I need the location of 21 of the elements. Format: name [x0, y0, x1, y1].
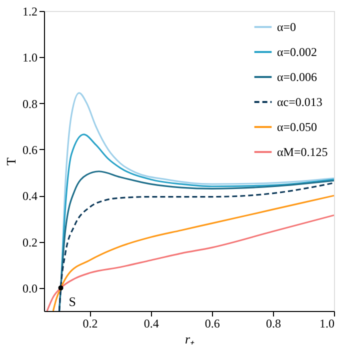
y-tick-label: 0.4 — [22, 189, 38, 204]
x-tick-label: 0.4 — [144, 316, 159, 330]
x-tick-label: 0.2 — [82, 316, 98, 330]
legend-label: α=0 — [277, 20, 296, 34]
y-tick-label: 1.0 — [22, 50, 38, 65]
y-tick-label: 0.0 — [22, 281, 38, 296]
legend-label: α=0.006 — [277, 70, 318, 84]
legend-label: αM=0.125 — [277, 145, 328, 159]
y-tick-label: 0.2 — [22, 235, 38, 250]
x-tick-label: 0.6 — [204, 316, 220, 330]
legend-label: α=0.050 — [277, 120, 318, 134]
y-tick-label: 0.6 — [22, 142, 38, 157]
legend-label: α=0.002 — [277, 45, 318, 59]
legend-label: αc=0.013 — [277, 95, 322, 109]
x-tick-label: 0.8 — [266, 316, 281, 330]
x-tick-label: 1.0 — [320, 316, 334, 330]
y-tick-label: 0.8 — [22, 96, 38, 111]
y-axis-title: T — [4, 157, 18, 166]
y-tick-label: 1.2 — [22, 4, 38, 18]
x-axis-title: r₊ — [184, 332, 196, 346]
annotation: S — [68, 294, 76, 309]
